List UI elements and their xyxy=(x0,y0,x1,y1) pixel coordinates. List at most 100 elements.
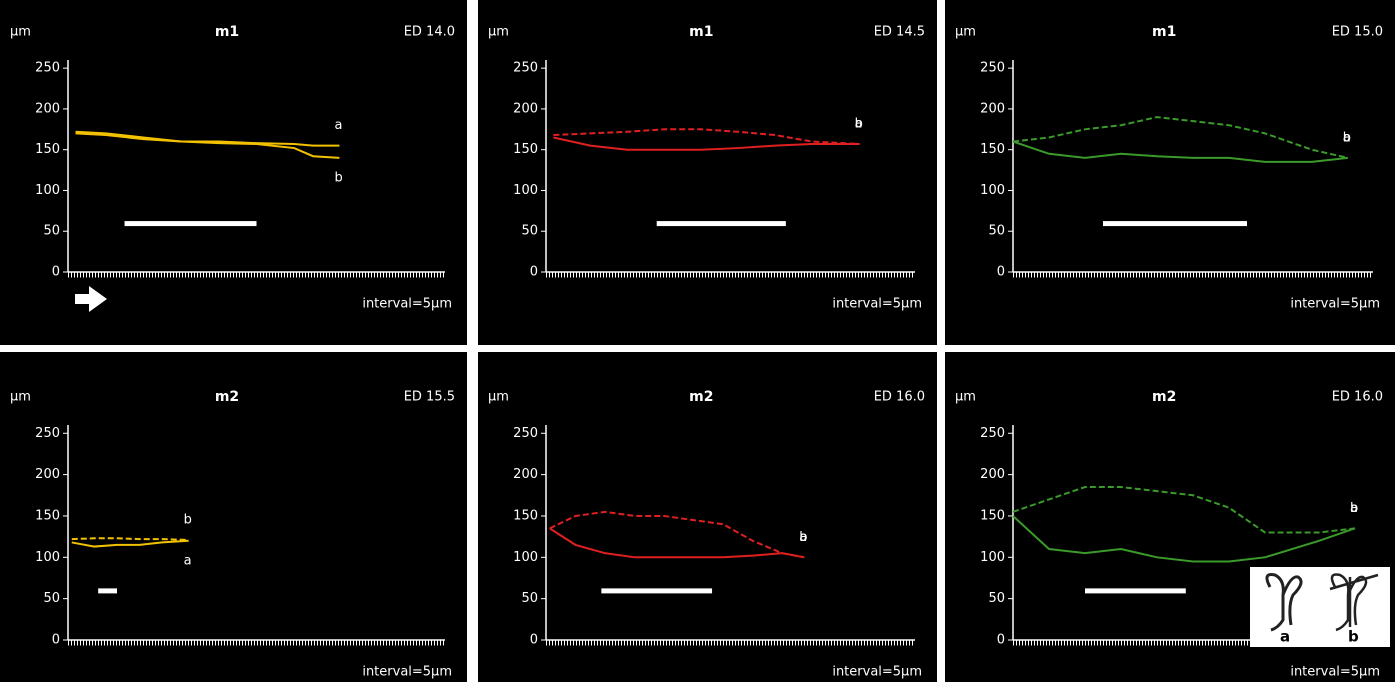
annotation: ED 14.5 xyxy=(874,25,925,40)
chart-title: m1 xyxy=(1152,24,1176,40)
panel: µm m1 ED 14.5 interval=5µm 0 50 100 150 200 250 ab xyxy=(478,0,937,345)
y-tick-label: 100 xyxy=(513,183,538,198)
y-tick-label: 50 xyxy=(521,224,538,239)
y-tick-label: 0 xyxy=(997,265,1005,280)
y-axis-label: µm xyxy=(955,390,976,405)
chart-title: m2 xyxy=(689,389,713,405)
panel: µm m1 ED 14.0 interval=5µm 0 50 100 150 200 250 a b xyxy=(0,0,467,345)
chart-title: m2 xyxy=(1152,389,1176,405)
series-line xyxy=(553,128,860,145)
series-line xyxy=(549,510,805,559)
series-line xyxy=(71,537,189,541)
panel: µm m2 ED 16.0interval=5µm050100150200250ab… xyxy=(945,352,1395,682)
y-axis-label: µm xyxy=(955,25,976,40)
y-axis-label: µm xyxy=(488,390,509,405)
y-tick-label: 100 xyxy=(35,550,60,565)
y-tick-label: 150 xyxy=(513,508,538,523)
y-tick-label: 150 xyxy=(980,142,1005,157)
series-label: b xyxy=(855,116,863,131)
inset-label: b xyxy=(1348,628,1359,646)
panel-background xyxy=(478,0,937,345)
scale-bar xyxy=(601,588,713,594)
series-label: b xyxy=(334,170,342,185)
y-tick-label: 200 xyxy=(513,101,538,116)
y-tick-label: 50 xyxy=(43,591,60,606)
y-tick-label: 100 xyxy=(980,550,1005,565)
series-label: b xyxy=(1343,130,1351,145)
annotation: ED 16.0 xyxy=(874,390,925,405)
series-label: b xyxy=(184,512,192,527)
series-line xyxy=(553,136,860,151)
y-tick-label: 200 xyxy=(35,467,60,482)
annotation: ED 14.0 xyxy=(404,25,455,40)
y-axis-label: µm xyxy=(488,25,509,40)
chart-title: m2 xyxy=(215,389,239,405)
series-label: b xyxy=(799,530,807,545)
y-tick-label: 50 xyxy=(521,591,538,606)
x-axis-label: interval=5µm xyxy=(832,665,922,680)
series-line xyxy=(549,527,805,559)
y-axis-label: µm xyxy=(10,25,31,40)
chart-title: m1 xyxy=(215,24,239,40)
scale-bar xyxy=(98,588,118,594)
y-tick-label: 250 xyxy=(35,426,60,441)
y-tick-label: 150 xyxy=(35,508,60,523)
panel-background xyxy=(478,352,937,682)
series-label: a xyxy=(184,553,192,568)
panel-background xyxy=(0,0,467,345)
chart-title: m1 xyxy=(689,24,713,40)
x-axis-label: interval=5µm xyxy=(362,297,452,312)
series-line xyxy=(75,132,340,159)
arrow xyxy=(75,286,107,312)
series-label: a xyxy=(1350,501,1358,516)
x-axis-label: interval=5µm xyxy=(832,297,922,312)
panel: µm m1 ED 15.0 interval=5µm 0 50 100 150 200 250 ab xyxy=(945,0,1395,345)
series-line xyxy=(1012,116,1349,159)
series-label: b xyxy=(1350,501,1358,516)
y-tick-label: 250 xyxy=(980,61,1005,76)
y-tick-label: 150 xyxy=(35,142,60,157)
panel: µm m2 ED 16.0 interval=5µm 0 50 100 150 200 250 ab xyxy=(478,352,937,682)
series-line xyxy=(75,130,340,147)
y-tick-label: 100 xyxy=(513,550,538,565)
y-tick-label: 50 xyxy=(43,224,60,239)
tooth-a xyxy=(1265,573,1303,632)
x-axis-label: interval=5µm xyxy=(1290,665,1380,680)
y-tick-label: 250 xyxy=(513,426,538,441)
y-axis-label: µm xyxy=(10,390,31,405)
y-tick-label: 200 xyxy=(35,101,60,116)
y-tick-label: 50 xyxy=(988,224,1005,239)
y-tick-label: 0 xyxy=(530,633,538,648)
y-tick-label: 100 xyxy=(35,183,60,198)
panel: µm m2 ED 15.5 interval=5µm 0 50 100 150 200 250 a b xyxy=(0,352,467,682)
y-tick-label: 100 xyxy=(980,183,1005,198)
y-tick-label: 150 xyxy=(513,142,538,157)
y-tick-label: 250 xyxy=(35,61,60,76)
series-label: a xyxy=(334,118,342,133)
scale-bar xyxy=(1085,588,1186,594)
y-tick-label: 250 xyxy=(980,426,1005,441)
y-tick-label: 50 xyxy=(988,591,1005,606)
series-label: a xyxy=(799,530,807,545)
y-tick-label: 200 xyxy=(980,467,1005,482)
panel-background xyxy=(0,352,467,682)
scale-bar xyxy=(124,221,257,227)
y-tick-label: 0 xyxy=(997,633,1005,648)
y-tick-label: 200 xyxy=(980,101,1005,116)
series-line xyxy=(1012,515,1356,563)
annotation: ED 16.0 xyxy=(1332,390,1383,405)
series-line xyxy=(1012,486,1356,534)
y-tick-label: 0 xyxy=(530,265,538,280)
inset-label: a xyxy=(1280,628,1290,646)
inset-box xyxy=(1250,567,1390,647)
y-tick-label: 200 xyxy=(513,467,538,482)
x-axis-label: interval=5µm xyxy=(1290,297,1380,312)
series-line xyxy=(1012,140,1348,163)
y-tick-label: 0 xyxy=(52,633,60,648)
annotation: ED 15.5 xyxy=(404,390,455,405)
annotation: ED 15.0 xyxy=(1332,25,1383,40)
x-axis-label: interval=5µm xyxy=(362,665,452,680)
panel-background xyxy=(945,0,1395,345)
tooth-b xyxy=(1329,573,1379,632)
